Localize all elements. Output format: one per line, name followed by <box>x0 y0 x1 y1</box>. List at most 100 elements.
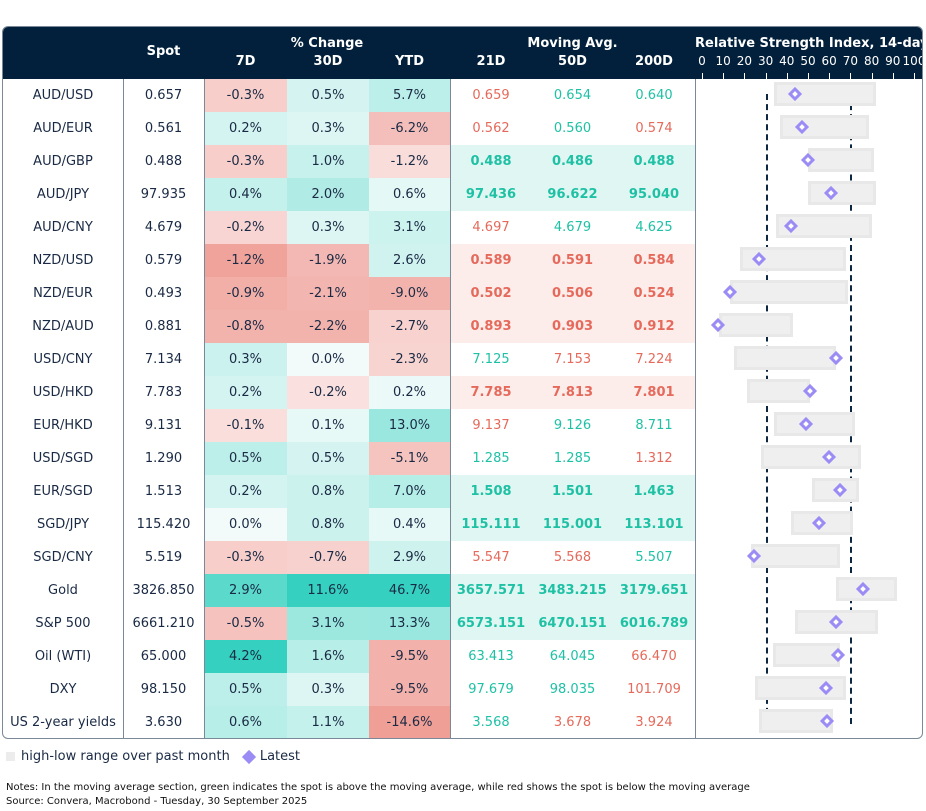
rsi-tick-mark <box>765 73 767 79</box>
rsi-tick-mark <box>892 73 894 79</box>
legend: high-low range over past month Latest <box>6 749 300 764</box>
cell-d7: 0.4% <box>204 178 287 211</box>
cell-name: DXY <box>49 682 77 697</box>
cell-d30: 2.0% <box>287 178 369 211</box>
table-row: US 2-year yields 3.630 0.6% 1.1% -14.6% 3.568… <box>3 706 922 738</box>
cell-ma200: 0.524 <box>613 277 695 310</box>
rsi-tick-label: 10 <box>715 54 731 68</box>
cell-name: SGD/CNY <box>33 550 93 565</box>
cell-ma21: 0.488 <box>450 145 532 178</box>
cell-ma50: 0.591 <box>532 244 613 277</box>
cell-name: NZD/EUR <box>33 286 93 301</box>
cell-spot: 0.579 <box>144 253 183 268</box>
cell-spot: 6661.210 <box>132 616 195 631</box>
header-200d: 200D <box>635 54 673 69</box>
cell-ma50: 5.568 <box>553 550 592 565</box>
header-21d: 21D <box>476 54 506 69</box>
cell-ytd: -9.5% <box>369 640 450 673</box>
cell-name: NZD/AUD <box>32 319 94 334</box>
rsi-range-bar <box>808 181 876 205</box>
cell-ma50: 9.126 <box>553 418 592 433</box>
cell-ytd: 46.7% <box>369 574 450 607</box>
cell-spot: 0.488 <box>144 154 183 169</box>
source-text: Source: Convera, Macrobond - Tuesday, 30… <box>6 796 308 807</box>
cell-d7: 0.3% <box>204 343 287 376</box>
cell-ma21: 3.568 <box>472 715 510 730</box>
table-header: Spot % Change 7D 30D YTD Moving Avg. 21D… <box>3 27 922 79</box>
cell-ma200: 0.488 <box>613 145 695 178</box>
cell-d7: -0.3% <box>204 145 287 178</box>
rsi-tick-label: 70 <box>842 54 859 68</box>
rsi-tick-label: 60 <box>821 54 837 68</box>
cell-ma21: 7.125 <box>472 352 510 367</box>
cell-ma21: 115.111 <box>450 508 532 541</box>
cell-d7: -1.2% <box>204 244 287 277</box>
cell-d30: 1.6% <box>287 640 369 673</box>
cell-spot: 97.935 <box>140 187 187 202</box>
cell-d7: -0.2% <box>204 211 287 244</box>
table-row: NZD/USD 0.579 -1.2% -1.9% 2.6% 0.589 0.591 0.58… <box>3 244 922 277</box>
cell-ma21: 97.679 <box>468 682 514 697</box>
cell-spot: 0.493 <box>144 286 183 301</box>
rsi-reference-line <box>765 94 768 724</box>
table-row: EUR/SGD 1.513 0.2% 0.8% 7.0% 1.508 1.501 1.463 <box>3 475 922 508</box>
header-pct-change: % Change <box>290 36 364 51</box>
table-row: Oil (WTI) 65.000 4.2% 1.6% -9.5% 63.413 64.045… <box>3 640 922 673</box>
cell-ma200: 0.912 <box>613 310 695 343</box>
cell-name: AUD/GBP <box>33 154 93 169</box>
cell-ma50: 1.501 <box>532 475 613 508</box>
cell-spot: 0.881 <box>144 319 183 334</box>
rsi-range-bar <box>755 676 847 700</box>
rsi-tick-label: 50 <box>800 54 816 68</box>
cell-ma21: 97.436 <box>450 178 532 211</box>
cell-ma21: 5.547 <box>472 550 510 565</box>
table-row: S&P 500 6661.210 -0.5% 3.1% 13.3% 6573.151 647… <box>3 607 922 640</box>
cell-ma200: 8.711 <box>635 418 673 433</box>
cell-ma50: 0.486 <box>532 145 613 178</box>
cell-ma50: 98.035 <box>549 682 596 697</box>
cell-ma50: 0.654 <box>553 88 592 103</box>
rsi-range-bar <box>750 544 840 568</box>
diamond-icon <box>241 749 256 764</box>
rsi-tick-mark <box>744 73 746 79</box>
table-row: AUD/USD 0.657 -0.3% 0.5% 5.7% 0.659 0.654 0.640 <box>3 79 922 112</box>
notes: Notes: In the moving average section, gr… <box>6 781 750 809</box>
cell-ytd: 13.0% <box>369 409 450 442</box>
cell-d30: 0.1% <box>287 409 369 442</box>
cell-ma50: 115.001 <box>532 508 613 541</box>
cell-spot: 1.513 <box>144 484 183 499</box>
header-spot: Spot <box>146 44 181 59</box>
cell-d30: 1.0% <box>287 145 369 178</box>
cell-ma21: 0.589 <box>450 244 532 277</box>
cell-d30: -0.2% <box>287 376 369 409</box>
cell-d7: 4.2% <box>204 640 287 673</box>
cell-ytd: 7.0% <box>369 475 450 508</box>
cell-d7: 0.5% <box>204 442 287 475</box>
table-row: NZD/EUR 0.493 -0.9% -2.1% -9.0% 0.502 0.506 0.5… <box>3 277 922 310</box>
rsi-range-bar <box>812 478 859 502</box>
cell-ytd: -6.2% <box>369 112 450 145</box>
cell-d30: -2.2% <box>287 310 369 343</box>
cell-d30: 0.8% <box>287 475 369 508</box>
rsi-tick-label: 80 <box>863 54 880 68</box>
cell-ma21: 3657.571 <box>450 574 532 607</box>
cell-d7: 0.2% <box>204 376 287 409</box>
rsi-range-bar <box>780 115 870 139</box>
cell-name: Oil (WTI) <box>34 649 92 664</box>
cell-ma21: 63.413 <box>468 649 514 664</box>
cell-ma50: 0.560 <box>553 121 592 136</box>
cell-ma200: 0.640 <box>635 88 673 103</box>
cell-ma200: 5.507 <box>635 550 673 565</box>
cell-ma50: 7.153 <box>553 352 592 367</box>
cell-spot: 1.290 <box>144 451 183 466</box>
cell-d7: 0.2% <box>204 475 287 508</box>
cell-ma21: 1.508 <box>450 475 532 508</box>
cell-name: SGD/JPY <box>36 517 90 532</box>
rsi-range-bar <box>774 412 855 436</box>
cell-name: S&P 500 <box>35 616 91 631</box>
notes-text: Notes: In the moving average section, gr… <box>6 782 750 793</box>
cell-d7: 0.0% <box>204 508 287 541</box>
rsi-tick-mark <box>702 73 703 79</box>
cell-ytd: -5.1% <box>369 442 450 475</box>
divider <box>695 79 696 738</box>
